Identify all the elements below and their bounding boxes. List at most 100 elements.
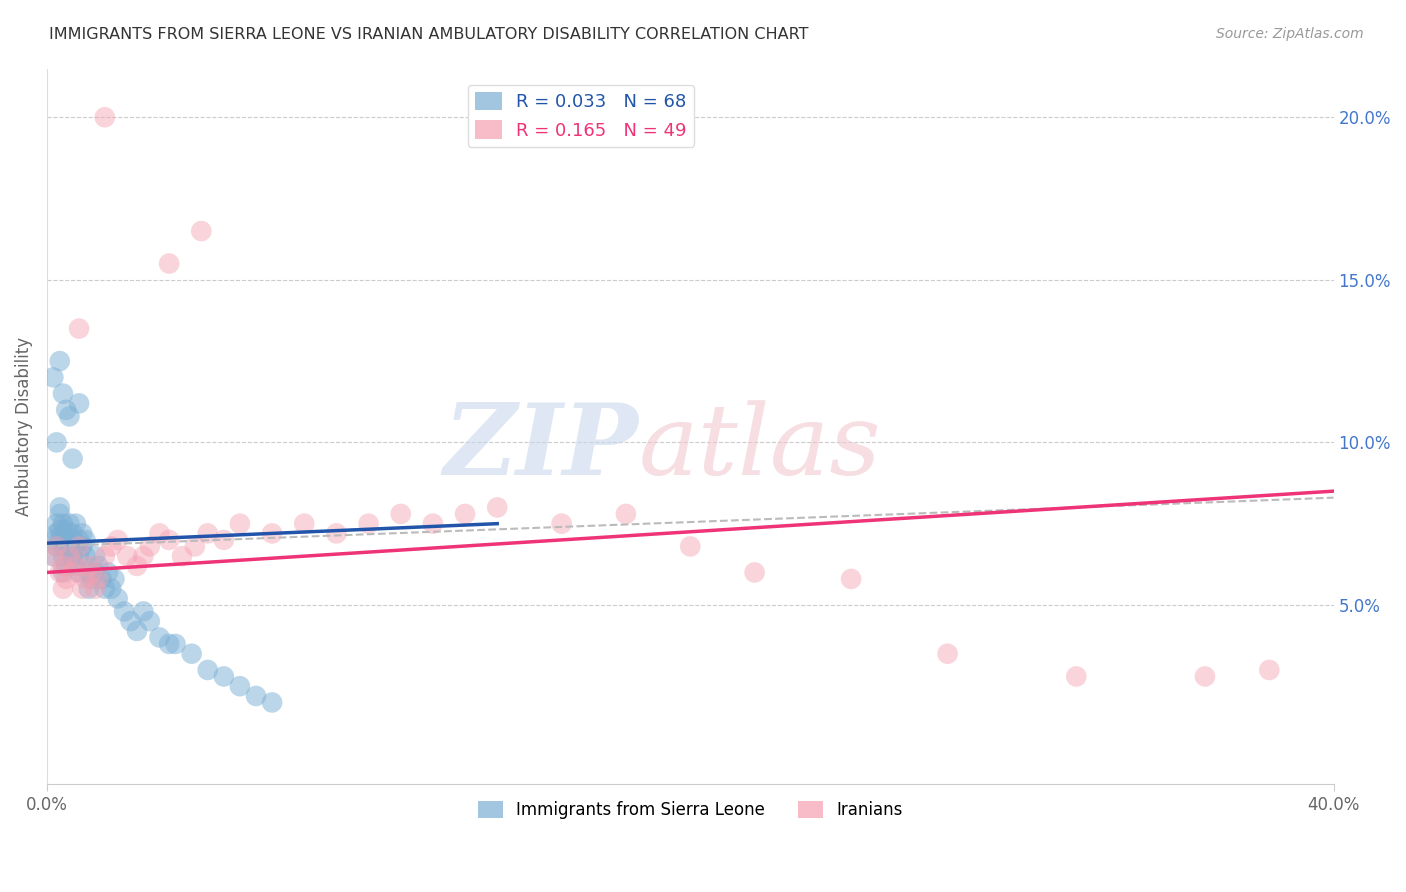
- Point: [67, 540, 90, 554]
- Point: [97, 566, 120, 580]
- Text: IMMIGRANTS FROM SIERRA LEONE VS IRANIAN AMBULATORY DISABILITY CORRELATION CHART: IMMIGRANTS FROM SIERRA LEONE VS IRANIAN …: [49, 27, 808, 42]
- Point: [125, 558, 148, 573]
- Point: [94, 110, 117, 124]
- Point: [229, 679, 252, 693]
- Point: [94, 582, 117, 596]
- Text: Source: ZipAtlas.com: Source: ZipAtlas.com: [1216, 27, 1364, 41]
- Point: [262, 696, 284, 710]
- Point: [55, 523, 77, 537]
- Point: [52, 582, 75, 596]
- Point: [614, 507, 637, 521]
- Point: [52, 386, 75, 401]
- Point: [49, 500, 72, 515]
- Point: [65, 540, 87, 554]
- Point: [67, 566, 90, 580]
- Point: [212, 669, 235, 683]
- Point: [84, 582, 107, 596]
- Point: [1064, 669, 1087, 683]
- Legend: Immigrants from Sierra Leone, Iranians: Immigrants from Sierra Leone, Iranians: [471, 794, 910, 825]
- Point: [62, 533, 84, 547]
- Point: [100, 582, 122, 596]
- Point: [62, 451, 84, 466]
- Point: [55, 533, 77, 547]
- Point: [62, 549, 84, 564]
- Point: [52, 540, 75, 554]
- Point: [486, 500, 509, 515]
- Point: [52, 516, 75, 531]
- Point: [679, 540, 702, 554]
- Point: [42, 549, 65, 564]
- Point: [292, 516, 315, 531]
- Point: [55, 558, 77, 573]
- Point: [65, 558, 87, 573]
- Point: [157, 533, 180, 547]
- Point: [67, 321, 90, 335]
- Point: [839, 572, 862, 586]
- Point: [94, 549, 117, 564]
- Point: [42, 549, 65, 564]
- Point: [422, 516, 444, 531]
- Point: [65, 516, 87, 531]
- Point: [157, 256, 180, 270]
- Point: [389, 507, 412, 521]
- Point: [262, 526, 284, 541]
- Point: [80, 572, 103, 586]
- Point: [148, 631, 170, 645]
- Point: [139, 614, 162, 628]
- Point: [84, 549, 107, 564]
- Point: [120, 614, 142, 628]
- Point: [58, 549, 80, 564]
- Point: [67, 533, 90, 547]
- Point: [197, 663, 219, 677]
- Point: [45, 540, 67, 554]
- Point: [180, 647, 202, 661]
- Point: [77, 558, 100, 573]
- Point: [45, 526, 67, 541]
- Point: [132, 604, 155, 618]
- Point: [45, 540, 67, 554]
- Point: [42, 370, 65, 384]
- Point: [55, 572, 77, 586]
- Point: [75, 572, 97, 586]
- Point: [744, 566, 766, 580]
- Point: [75, 533, 97, 547]
- Point: [212, 533, 235, 547]
- Point: [77, 582, 100, 596]
- Point: [72, 540, 94, 554]
- Point: [45, 435, 67, 450]
- Point: [1258, 663, 1281, 677]
- Point: [77, 566, 100, 580]
- Point: [170, 549, 193, 564]
- Point: [1194, 669, 1216, 683]
- Point: [55, 542, 77, 557]
- Point: [132, 549, 155, 564]
- Point: [357, 516, 380, 531]
- Point: [49, 566, 72, 580]
- Point: [58, 409, 80, 424]
- Point: [67, 396, 90, 410]
- Point: [87, 572, 110, 586]
- Point: [103, 572, 125, 586]
- Point: [197, 526, 219, 541]
- Point: [58, 540, 80, 554]
- Point: [52, 549, 75, 564]
- Point: [55, 402, 77, 417]
- Point: [62, 566, 84, 580]
- Point: [52, 558, 75, 573]
- Point: [245, 689, 267, 703]
- Point: [190, 224, 212, 238]
- Point: [72, 582, 94, 596]
- Point: [49, 523, 72, 537]
- Point: [112, 604, 135, 618]
- Point: [72, 526, 94, 541]
- Point: [148, 526, 170, 541]
- Point: [165, 637, 187, 651]
- Point: [65, 558, 87, 573]
- Text: ZIP: ZIP: [444, 400, 638, 496]
- Point: [125, 624, 148, 638]
- Point: [67, 549, 90, 564]
- Point: [58, 516, 80, 531]
- Point: [550, 516, 572, 531]
- Point: [184, 540, 207, 554]
- Point: [325, 526, 347, 541]
